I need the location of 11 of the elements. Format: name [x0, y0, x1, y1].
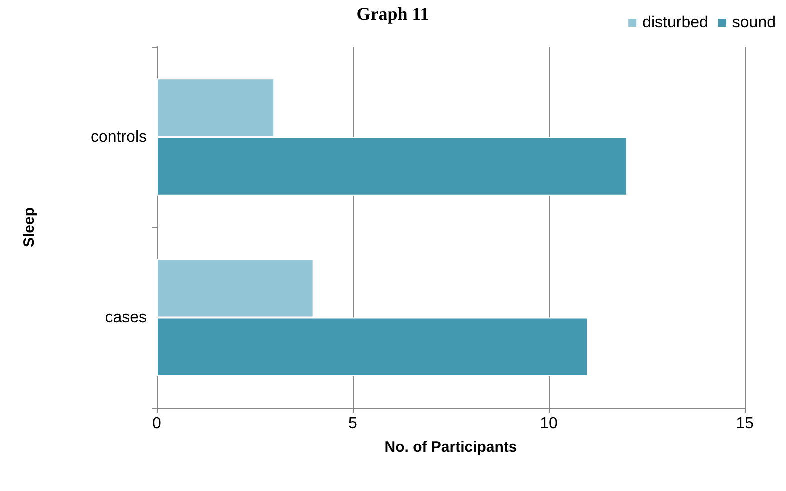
y-axis-title: Sleep	[21, 207, 38, 248]
legend-label: sound	[732, 14, 776, 32]
chart-title: Graph 11	[356, 4, 430, 24]
x-tick-label: 0	[152, 416, 162, 432]
legend-label: disturbed	[642, 14, 708, 32]
x-tick-label: 10	[540, 416, 558, 432]
x-axis-title: No. of Participants	[384, 439, 518, 456]
x-tick-label: 5	[348, 416, 358, 432]
y-tick-label: controls	[90, 128, 147, 146]
y-tick-label: cases	[105, 309, 147, 326]
x-tick-label: 15	[736, 416, 754, 432]
